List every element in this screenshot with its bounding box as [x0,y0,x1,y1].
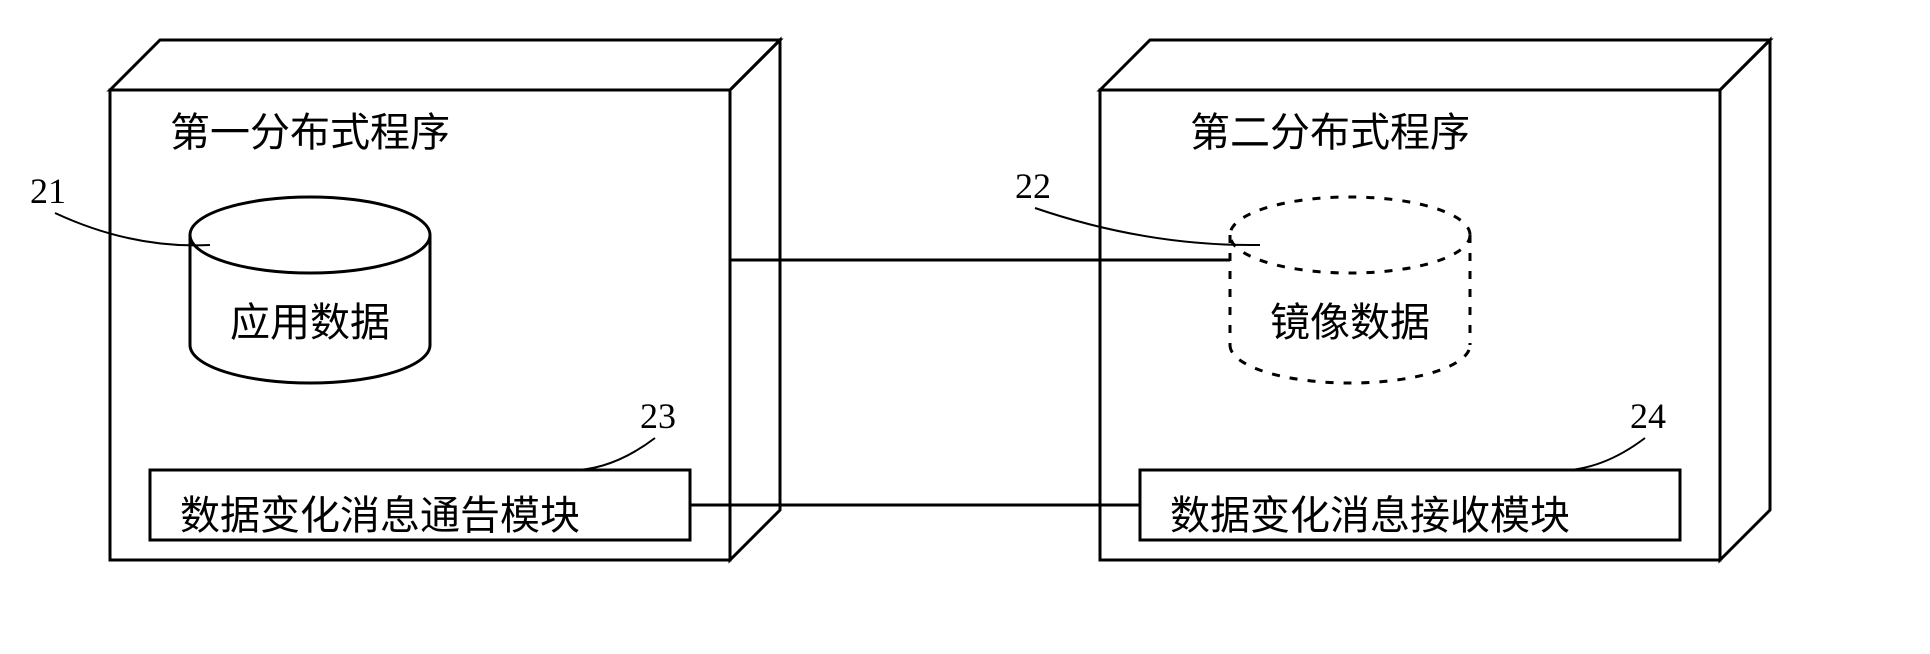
cyl1-label: 应用数据 [230,290,390,348]
box2-title: 第二分布式程序 [1190,100,1470,158]
mod1-label: 数据变化消息通告模块 [180,483,580,541]
cyl2-label: 镜像数据 [1270,290,1430,348]
diagram-canvas: 第一分布式程序 第二分布式程序 应用数据 镜像数据 数据变化消息通告模块 数据变… [0,0,1930,654]
num-22: 22 [1015,165,1051,207]
num-24: 24 [1630,395,1666,437]
mod2-label: 数据变化消息接收模块 [1170,483,1570,541]
num-21: 21 [30,170,66,212]
num-23: 23 [640,395,676,437]
box1-title: 第一分布式程序 [170,100,450,158]
